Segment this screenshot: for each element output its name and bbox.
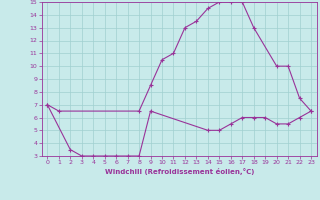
X-axis label: Windchill (Refroidissement éolien,°C): Windchill (Refroidissement éolien,°C)	[105, 168, 254, 175]
